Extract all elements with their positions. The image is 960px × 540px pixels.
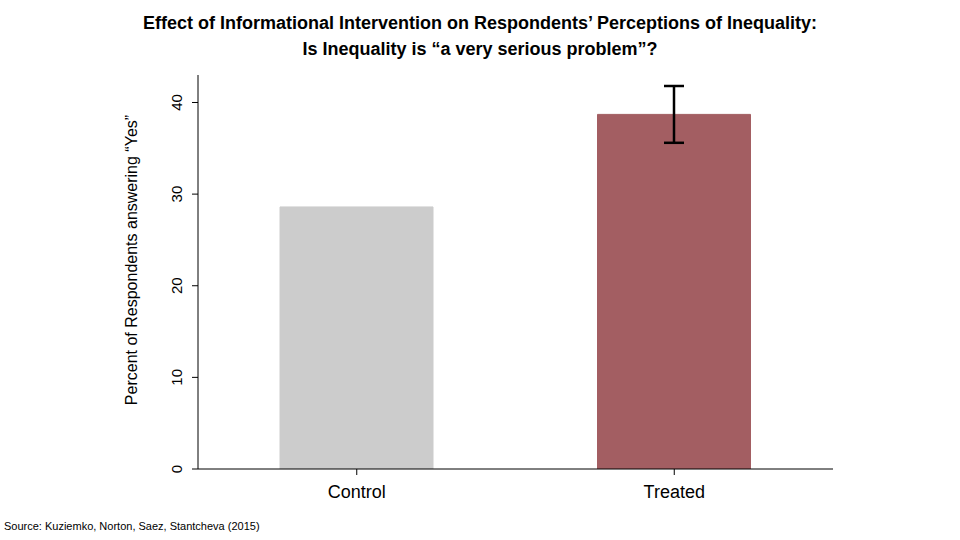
html-text:Source: Kuziemko, Norton, Saez: Source: Kuziemko, Norton, Saez, Stantche… [4, 520, 260, 532]
svg-text:40: 40 [168, 94, 185, 111]
svg-text:Treated: Treated [644, 482, 705, 502]
html-text:Effect of Informational Interv: Effect of Informational Intervention on … [143, 13, 817, 33]
html-text:Is Inequality is “a very serio: Is Inequality is “a very serious problem… [302, 39, 658, 59]
svg-text:20: 20 [168, 277, 185, 294]
svg-text:Control: Control [328, 482, 386, 502]
svg-text:0: 0 [168, 465, 185, 473]
svg-text:10: 10 [168, 369, 185, 386]
svg-text:30: 30 [168, 186, 185, 203]
html-text:Percent of Respondents answeri: Percent of Respondents answering “Yes” [123, 114, 140, 406]
